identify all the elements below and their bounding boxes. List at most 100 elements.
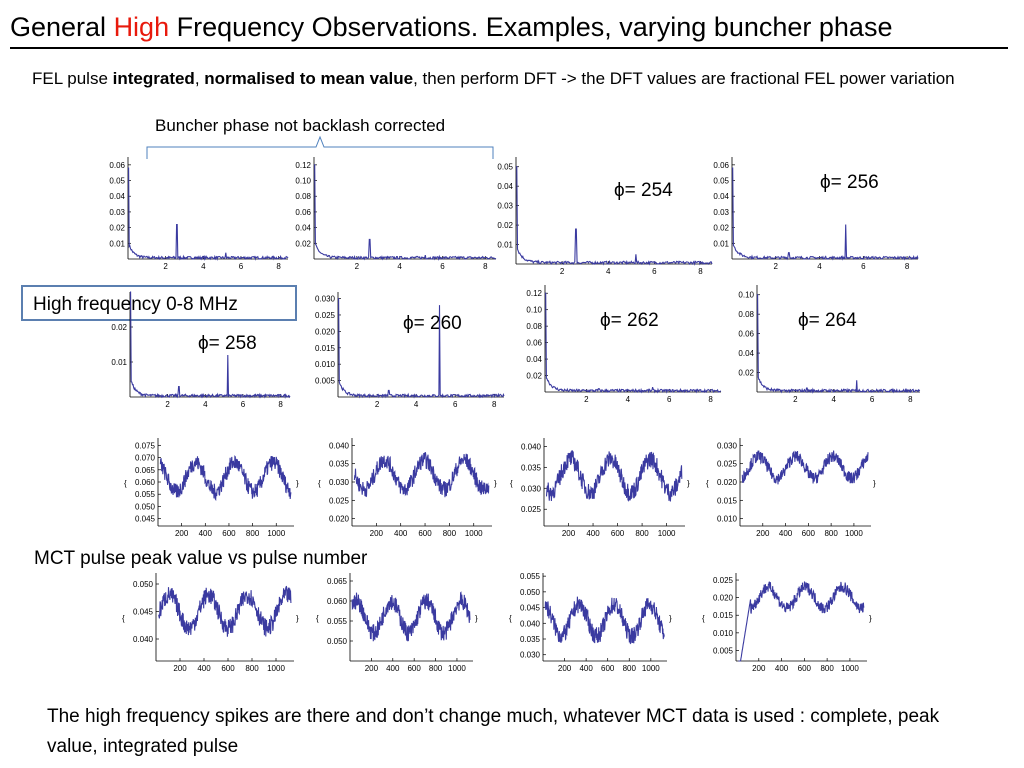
x-tick-label: 2 (560, 267, 565, 276)
y-tick-label: 0.02 (526, 372, 542, 381)
y-tick-label: 0.02 (295, 239, 311, 248)
phi-label-256: ϕ= 256 (820, 172, 879, 193)
chart-1: 0.06 0.05 0.04 0.03 0.02 0.01 2 4 6 8 (109, 157, 289, 271)
x-tick-label: 1000 (448, 664, 466, 673)
x-tick-label: 4 (203, 400, 208, 409)
x-tick-label: 400 (199, 529, 213, 538)
chart-14: 0.065 0.060 0.055 0.050 200 400 600 800 1000 {} (316, 573, 478, 673)
phi-label-264: ϕ= 264 (798, 310, 857, 331)
y-tick-label: 0.050 (327, 637, 348, 646)
high-frequency-box: High frequency 0-8 MHz (21, 285, 297, 321)
left-brace: { (510, 479, 513, 488)
y-tick-label: 0.05 (497, 163, 513, 172)
subtitle-sep: , (194, 69, 205, 88)
x-tick-label: 200 (365, 664, 379, 673)
x-tick-label: 400 (775, 664, 789, 673)
y-tick-label: 0.02 (111, 323, 127, 332)
chart-16: 0.025 0.020 0.015 0.010 0.005 200 400 600 800 100… (702, 573, 872, 673)
x-tick-label: 1000 (267, 664, 285, 673)
left-brace: { (706, 479, 709, 488)
y-tick-label: 0.045 (520, 604, 541, 613)
x-tick-label: 8 (278, 400, 283, 409)
y-tick-label: 0.040 (520, 619, 541, 628)
x-tick-label: 6 (870, 395, 875, 404)
chart-10: 0.040 0.035 0.030 0.025 0.020 200 400 600 800 100… (318, 438, 497, 538)
y-tick-label: 0.015 (315, 344, 336, 353)
chart-6: 0.030 0.025 0.020 0.015 0.010 0.005 2 4 6 8 (315, 292, 505, 409)
y-tick-label: 0.050 (135, 502, 156, 511)
x-tick-label: 2 (355, 262, 360, 271)
y-tick-label: 0.055 (327, 617, 348, 626)
y-tick-label: 0.075 (135, 441, 156, 450)
y-tick-label: 0.04 (497, 182, 513, 191)
right-brace: } (873, 479, 876, 488)
right-brace: } (296, 479, 299, 488)
series-line (130, 291, 291, 400)
x-tick-label: 400 (386, 664, 400, 673)
chart-15: 0.055 0.050 0.045 0.040 0.035 0.030 200 400 600 8… (509, 572, 672, 673)
y-tick-label: 0.060 (327, 597, 348, 606)
footer-note: The high frequency spikes are there and … (47, 706, 940, 757)
x-tick-label: 4 (606, 267, 611, 276)
y-tick-label: 0.08 (526, 322, 542, 331)
phi-label-254: ϕ= 254 (614, 180, 673, 201)
y-tick-label: 0.02 (713, 224, 729, 233)
x-tick-label: 800 (824, 529, 838, 538)
y-tick-label: 0.030 (521, 484, 542, 493)
x-tick-label: 400 (197, 664, 211, 673)
x-tick-label: 1000 (658, 529, 676, 538)
x-tick-label: 600 (802, 529, 816, 538)
x-tick-label: 800 (443, 529, 457, 538)
y-tick-label: 0.01 (497, 241, 513, 250)
right-brace: } (475, 614, 478, 623)
series-line (741, 450, 869, 485)
y-tick-label: 0.01 (111, 358, 127, 367)
y-tick-label: 0.035 (329, 460, 350, 469)
y-tick-label: 0.010 (315, 360, 336, 369)
chart-12: 0.030 0.025 0.020 0.015 0.010 200 400 600 800 100… (706, 438, 876, 538)
mct-section-label: MCT pulse peak value vs pulse number (34, 548, 368, 569)
x-tick-label: 200 (562, 529, 576, 538)
y-tick-label: 0.06 (738, 330, 754, 339)
y-tick-label: 0.025 (329, 496, 350, 505)
y-tick-label: 0.03 (497, 202, 513, 211)
chart-13: 0.050 0.045 0.040 200 400 600 800 1000 {} (122, 573, 299, 673)
y-tick-label: 0.05 (109, 177, 125, 186)
subtitle-bold-integrated: integrated (112, 69, 195, 88)
y-tick-label: 0.055 (135, 490, 156, 499)
y-tick-label: 0.020 (717, 478, 738, 487)
y-tick-label: 0.05 (713, 177, 729, 186)
series-line (757, 294, 921, 394)
title-underline (10, 47, 1008, 49)
series-line (353, 451, 490, 498)
y-tick-label: 0.040 (329, 441, 350, 450)
right-brace: } (669, 614, 672, 623)
chart-8: 0.10 0.08 0.06 0.04 0.02 2 4 6 8 (738, 285, 921, 404)
x-tick-label: 4 (414, 400, 419, 409)
series-line (545, 292, 722, 394)
y-tick-label: 0.010 (717, 515, 738, 524)
y-tick-label: 0.060 (135, 478, 156, 487)
subtitle: FEL pulse integrated, normalised to mean… (32, 68, 992, 90)
series-line (545, 449, 683, 502)
y-tick-label: 0.015 (713, 611, 734, 620)
y-tick-label: 0.06 (526, 339, 542, 348)
series-line (158, 585, 292, 637)
x-tick-label: 8 (908, 395, 913, 404)
x-tick-label: 800 (820, 664, 834, 673)
series-line (351, 591, 471, 642)
x-tick-label: 1000 (465, 529, 483, 538)
right-brace: } (494, 479, 497, 488)
x-tick-label: 200 (370, 529, 384, 538)
y-tick-label: 0.12 (295, 161, 311, 170)
y-tick-label: 0.025 (521, 505, 542, 514)
left-brace: { (509, 614, 512, 623)
subtitle-bold-normalised: normalised to mean value (204, 69, 414, 88)
x-tick-label: 2 (165, 400, 170, 409)
series-line (338, 298, 505, 399)
x-tick-label: 6 (453, 400, 458, 409)
y-tick-label: 0.020 (315, 327, 336, 336)
y-tick-label: 0.10 (738, 291, 754, 300)
left-brace: { (702, 614, 705, 623)
right-brace: } (296, 614, 299, 623)
